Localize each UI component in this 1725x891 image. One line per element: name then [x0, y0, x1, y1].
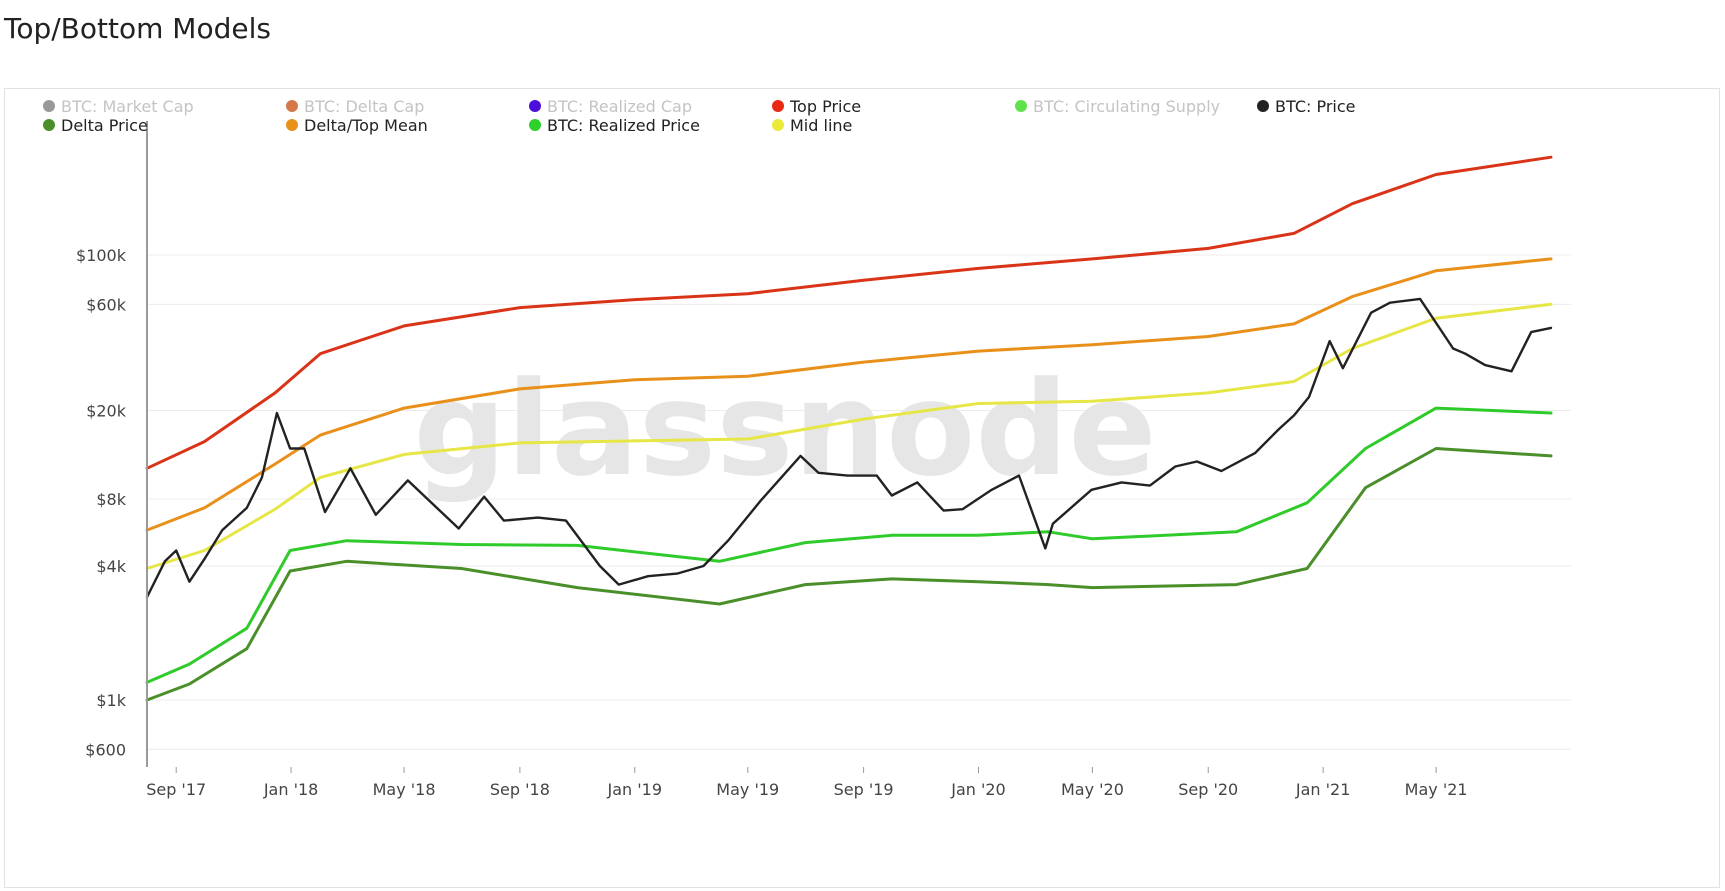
legend-swatch	[43, 100, 55, 112]
x-tick-label: Jan '21	[1295, 780, 1351, 799]
legend-label: Delta Price	[61, 116, 148, 135]
y-tick-label: $4k	[96, 557, 126, 576]
series-line-btc-price	[145, 297, 1553, 599]
y-tick-label: $1k	[96, 691, 126, 710]
x-tick-label: Sep '19	[834, 780, 894, 799]
watermark: glassnode	[413, 353, 1156, 505]
legend-item[interactable]: BTC: Realized Price	[529, 116, 700, 135]
y-tick-label: $8k	[96, 490, 126, 509]
x-tick-label: May '21	[1405, 780, 1468, 799]
x-tick-label: Jan '20	[950, 780, 1006, 799]
y-tick-label: $20k	[86, 402, 127, 421]
grid-lines	[147, 254, 1571, 750]
legend-label: Mid line	[790, 116, 852, 135]
page-title: Top/Bottom Models	[4, 12, 271, 45]
legend-swatch	[772, 100, 784, 112]
y-tick-label: $100k	[76, 246, 127, 265]
legend-item[interactable]: Mid line	[772, 116, 852, 135]
legend-item[interactable]: Top Price	[772, 97, 861, 116]
y-tick-label: $60k	[86, 295, 127, 314]
legend-label: BTC: Market Cap	[61, 97, 194, 116]
x-tick-label: May '18	[373, 780, 436, 799]
legend-item[interactable]: Delta/Top Mean	[286, 116, 428, 135]
legend-label: BTC: Circulating Supply	[1033, 97, 1220, 116]
legend-label: Top Price	[789, 97, 861, 116]
legend-swatch	[1015, 100, 1027, 112]
x-tick-label: Sep '20	[1178, 780, 1238, 799]
legend-item[interactable]: BTC: Market Cap	[43, 97, 194, 116]
series-line-delta-price	[145, 447, 1553, 702]
legend: BTC: Market Cap BTC: Delta Cap BTC: Realiz…	[43, 97, 1356, 135]
legend-label: BTC: Delta Cap	[304, 97, 424, 116]
legend-label: BTC: Realized Cap	[547, 97, 692, 116]
x-tick-label: Sep '17	[146, 780, 206, 799]
legend-swatch	[286, 100, 298, 112]
x-tick-label: May '19	[716, 780, 779, 799]
legend-item[interactable]: BTC: Price	[1257, 97, 1356, 116]
legend-item[interactable]: Delta Price	[43, 116, 148, 135]
x-tick-label: Jan '18	[263, 780, 319, 799]
x-tick-label: May '20	[1061, 780, 1124, 799]
x-axis-ticks: Sep '17 Jan '18 May '18 Sep '18 Jan '19 May '…	[146, 767, 1468, 799]
legend-swatch	[772, 119, 784, 131]
legend-swatch	[1257, 100, 1269, 112]
x-tick-label: Sep '18	[490, 780, 550, 799]
y-tick-label: $600	[85, 740, 126, 759]
legend-swatch	[286, 119, 298, 131]
legend-label: Delta/Top Mean	[304, 116, 428, 135]
legend-item[interactable]: BTC: Circulating Supply	[1015, 97, 1220, 116]
legend-swatch	[529, 100, 541, 112]
legend-label: BTC: Price	[1275, 97, 1356, 116]
legend-swatch	[43, 119, 55, 131]
series-line-btc-realized-price	[145, 406, 1553, 684]
chart-panel: glassnode $600 $1k $4k $8k $20k $60k $100k Sep…	[4, 88, 1720, 888]
y-axis-ticks: $600 $1k $4k $8k $20k $60k $100k	[76, 246, 127, 759]
series-lines	[145, 155, 1553, 702]
legend-item[interactable]: BTC: Delta Cap	[286, 97, 424, 116]
legend-swatch	[529, 119, 541, 131]
series-line-top-price	[145, 155, 1553, 470]
legend-label: BTC: Realized Price	[547, 116, 700, 135]
legend-item[interactable]: BTC: Realized Cap	[529, 97, 692, 116]
series-line-mid-line	[145, 302, 1553, 570]
x-tick-label: Jan '19	[607, 780, 663, 799]
chart-svg: glassnode $600 $1k $4k $8k $20k $60k $100k Sep…	[43, 97, 1571, 799]
